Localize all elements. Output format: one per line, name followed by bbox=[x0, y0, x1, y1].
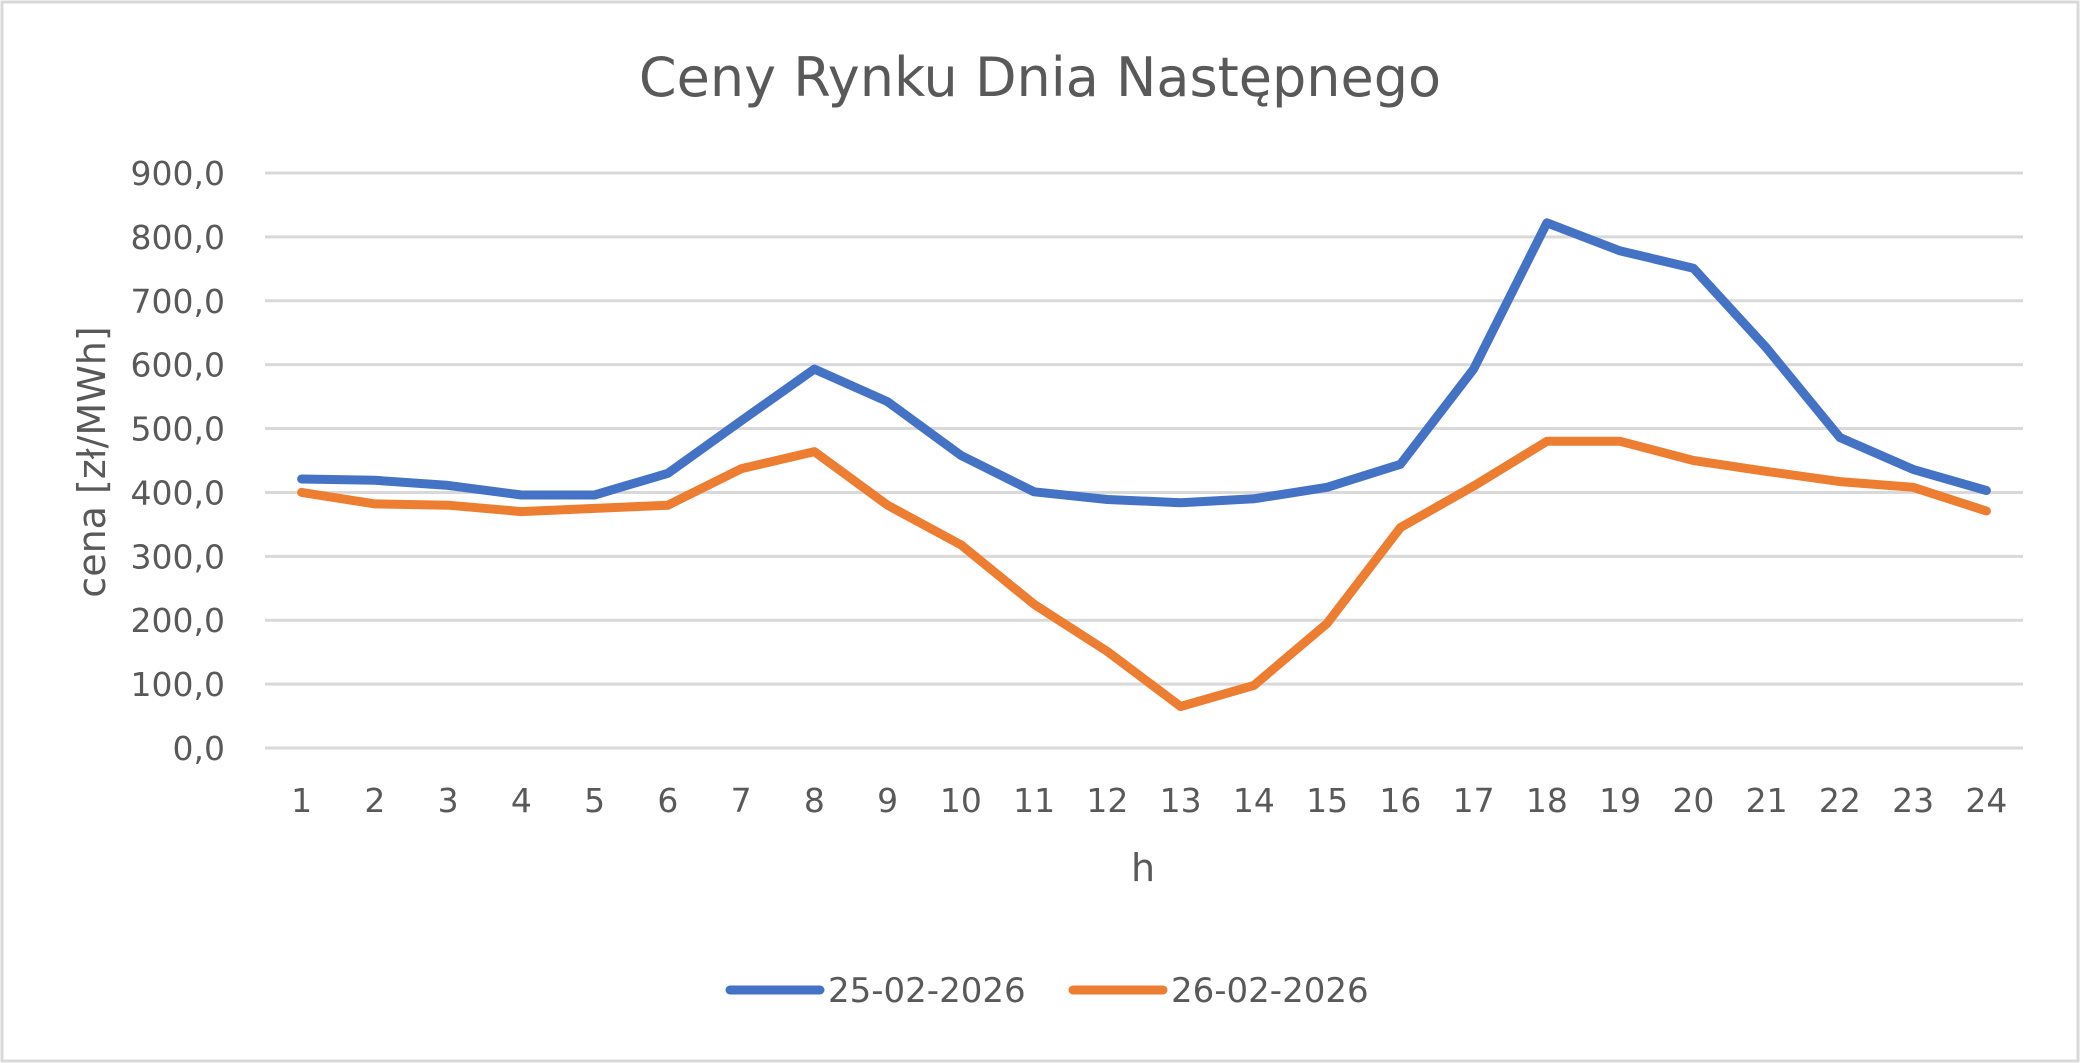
x-tick-label: 13 bbox=[1160, 781, 1202, 820]
x-tick-label: 15 bbox=[1306, 781, 1348, 820]
x-tick-label: 11 bbox=[1013, 781, 1055, 820]
x-tick-label: 8 bbox=[804, 781, 825, 820]
x-tick-label: 3 bbox=[438, 781, 459, 820]
x-tick-label: 16 bbox=[1379, 781, 1421, 820]
chart-title: Ceny Rynku Dnia Następnego bbox=[639, 46, 1441, 109]
y-tick-label: 800,0 bbox=[131, 218, 225, 257]
x-tick-label: 17 bbox=[1453, 781, 1495, 820]
x-tick-label: 10 bbox=[940, 781, 982, 820]
x-tick-label: 23 bbox=[1892, 781, 1934, 820]
y-tick-label: 500,0 bbox=[131, 410, 225, 449]
x-axis-tick-labels: 1 2 3 4 5 6 7 8 9 10 11 12 13 14 15 16 17 18 19 20 21 22 23 24 bbox=[291, 781, 2007, 820]
x-tick-label: 7 bbox=[731, 781, 752, 820]
x-tick-label: 5 bbox=[584, 781, 605, 820]
y-tick-label: 200,0 bbox=[131, 601, 225, 640]
y-tick-label: 900,0 bbox=[131, 154, 225, 193]
y-tick-label: 300,0 bbox=[131, 537, 225, 576]
x-tick-label: 21 bbox=[1746, 781, 1788, 820]
legend-label: 25-02-2026 bbox=[828, 971, 1026, 1011]
y-axis-title: cena [zł/MWh] bbox=[70, 326, 114, 597]
x-tick-label: 18 bbox=[1526, 781, 1568, 820]
y-axis-tick-labels: 0,0 100,0 200,0 300,0 400,0 500,0 600,0 700,0 80… bbox=[131, 154, 225, 768]
x-tick-label: 24 bbox=[1965, 781, 2007, 820]
x-tick-label: 2 bbox=[364, 781, 385, 820]
y-tick-label: 700,0 bbox=[131, 282, 225, 321]
gridlines bbox=[265, 171, 2023, 750]
y-tick-label: 0,0 bbox=[173, 729, 225, 768]
series-line-26-02-2026 bbox=[297, 436, 1991, 711]
x-tick-label: 14 bbox=[1233, 781, 1275, 820]
x-tick-label: 6 bbox=[657, 781, 678, 820]
legend: 25-02-2026 26-02-2026 bbox=[725, 971, 1369, 1011]
x-tick-label: 9 bbox=[877, 781, 898, 820]
x-tick-label: 12 bbox=[1086, 781, 1128, 820]
series-lines bbox=[297, 218, 1991, 711]
y-tick-label: 400,0 bbox=[131, 473, 225, 512]
y-tick-label: 600,0 bbox=[131, 346, 225, 385]
legend-label: 26-02-2026 bbox=[1171, 971, 1369, 1011]
x-tick-label: 4 bbox=[511, 781, 532, 820]
series-line-25-02-2026 bbox=[297, 218, 1991, 508]
x-tick-label: 22 bbox=[1819, 781, 1861, 820]
x-tick-label: 19 bbox=[1599, 781, 1641, 820]
x-tick-label: 20 bbox=[1672, 781, 1714, 820]
x-axis-title: h bbox=[1131, 846, 1155, 890]
y-tick-label: 100,0 bbox=[131, 665, 225, 704]
x-tick-label: 1 bbox=[291, 781, 312, 820]
